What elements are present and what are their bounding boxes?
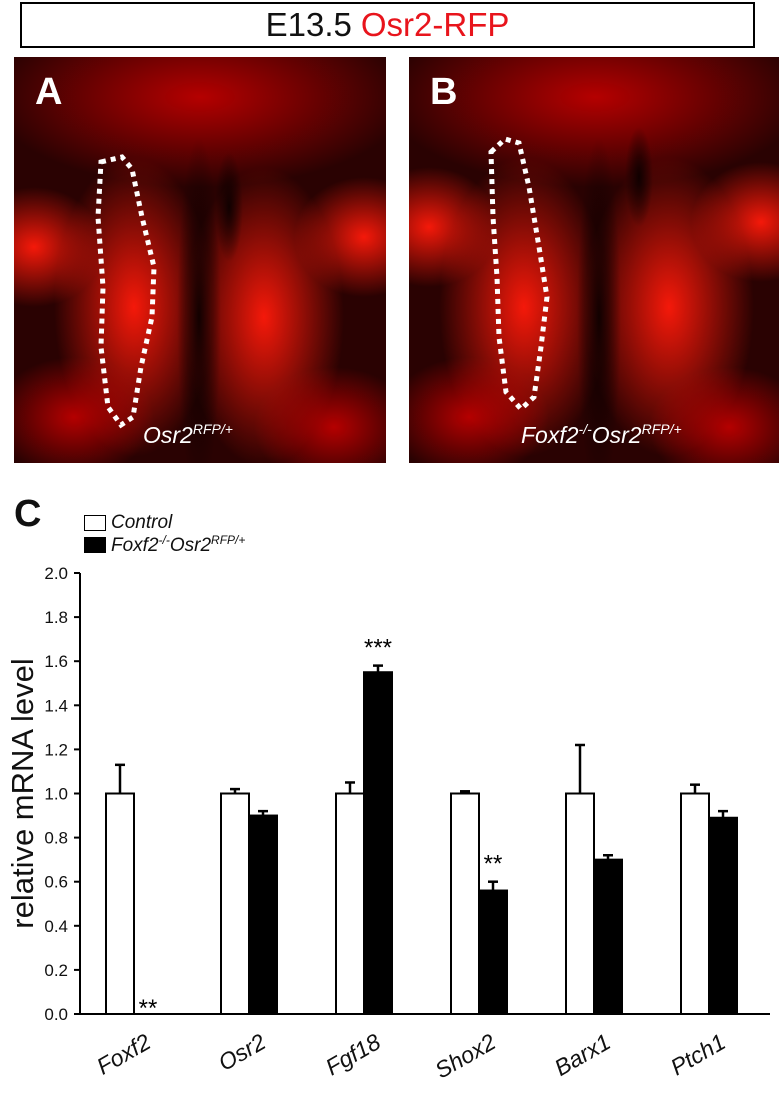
bar-control bbox=[105, 792, 135, 1015]
micrograph-panel-b: B Foxf2-/-Osr2RFP/+ bbox=[409, 57, 779, 463]
bar-mutant bbox=[248, 814, 278, 1015]
y-tick-label: 1.6 bbox=[44, 652, 68, 671]
category-label: Osr2 bbox=[214, 1028, 270, 1076]
legend-label-mutant: Foxf2-/-Osr2RFP/+ bbox=[111, 533, 246, 556]
outline-dotted-b bbox=[488, 136, 550, 413]
micrograph-image-a bbox=[14, 57, 386, 463]
bar-control bbox=[680, 792, 710, 1015]
significance-label: ** bbox=[484, 851, 503, 878]
y-tick-label: 1.0 bbox=[44, 785, 68, 804]
y-tick-label: 0.6 bbox=[44, 873, 68, 892]
legend-swatch-control bbox=[84, 515, 106, 531]
significance-label: *** bbox=[364, 635, 392, 662]
y-tick-label: 0.2 bbox=[44, 961, 68, 980]
panel-letter-a: A bbox=[35, 71, 63, 113]
bar-control bbox=[220, 792, 250, 1015]
title-reporter: Osr2-RFP bbox=[360, 6, 510, 43]
micrograph-image-b bbox=[409, 57, 779, 463]
y-tick-label: 1.8 bbox=[44, 608, 68, 627]
y-tick-label: 0.8 bbox=[44, 829, 68, 848]
category-label: Shox2 bbox=[430, 1028, 500, 1083]
chart-legend: Control Foxf2-/-Osr2RFP/+ bbox=[84, 512, 245, 556]
panel-letter-c: C bbox=[14, 493, 42, 535]
micrograph-panel-a: A Osr2RFP/+ bbox=[14, 57, 386, 463]
y-tick-label: 1.2 bbox=[44, 740, 68, 759]
bar-chart: 0.0 0.2 0.4 0.6 0.8 1.0 1.2 1.4 1.6 1.8 2.0 relativ… bbox=[5, 564, 770, 1083]
category-label: Fgf18 bbox=[321, 1028, 385, 1080]
bar-mutant bbox=[363, 671, 393, 1015]
outline-dotted-a bbox=[95, 154, 157, 429]
category-label: Foxf2 bbox=[92, 1028, 155, 1079]
panel-caption-b: Foxf2-/-Osr2RFP/+ bbox=[521, 421, 682, 448]
y-tick-label: 0.4 bbox=[44, 917, 68, 936]
bar-mutant bbox=[593, 858, 623, 1015]
bar-mutant bbox=[478, 889, 508, 1015]
chart-bars bbox=[105, 664, 738, 1015]
significance-label: ** bbox=[139, 995, 158, 1022]
bar-mutant bbox=[708, 816, 738, 1015]
category-label: Barx1 bbox=[550, 1028, 615, 1081]
y-tick-label: 0.0 bbox=[44, 1005, 68, 1024]
legend-item-mutant: Foxf2-/-Osr2RFP/+ bbox=[84, 533, 246, 556]
category-label: Ptch1 bbox=[666, 1028, 730, 1080]
chart-axes bbox=[74, 572, 770, 1015]
bar-control bbox=[565, 792, 595, 1015]
y-tick-label: 1.4 bbox=[44, 696, 68, 715]
y-axis-label: relative mRNA level bbox=[5, 658, 40, 928]
panel-letter-b: B bbox=[430, 71, 458, 113]
legend-item-control: Control bbox=[84, 512, 245, 534]
y-tick-label: 2.0 bbox=[44, 564, 68, 583]
bar-control bbox=[450, 792, 480, 1015]
bar-control bbox=[335, 792, 365, 1015]
legend-swatch-mutant bbox=[84, 537, 106, 553]
legend-label-control: Control bbox=[111, 512, 173, 533]
title-stage: E13.5 bbox=[265, 6, 352, 43]
figure-title: E13.5 Osr2-RFP bbox=[20, 2, 755, 48]
panel-caption-a: Osr2RFP/+ bbox=[143, 421, 233, 448]
